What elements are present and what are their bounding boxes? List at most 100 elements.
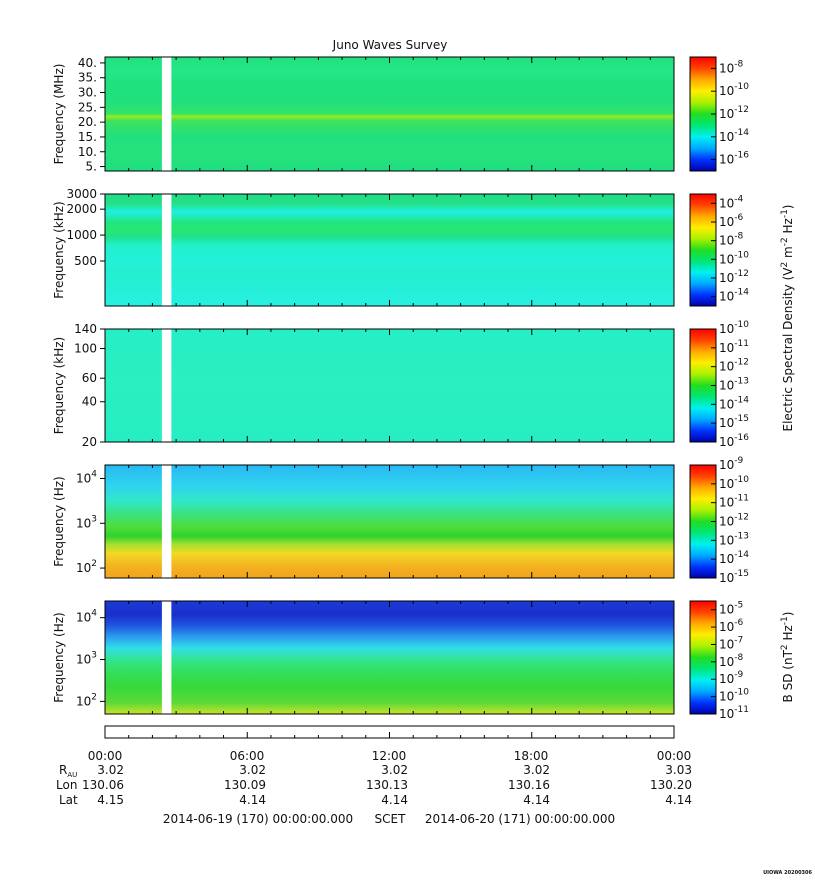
colorbar-tick-label: 10-15 bbox=[719, 569, 749, 585]
colorbar-tick-label: 10-10 bbox=[719, 250, 749, 266]
colorbar-tick-label: 10-12 bbox=[719, 105, 749, 121]
colorbar-tick-label: 10-14 bbox=[719, 128, 749, 144]
colorbar-tick-label: 10-11 bbox=[719, 339, 749, 355]
ephem-value: 3.02 bbox=[239, 763, 266, 777]
x-tick-label: 06:00 bbox=[230, 749, 265, 763]
colorbar-tick-label: 10-6 bbox=[719, 213, 744, 229]
ephem-value: 130.20 bbox=[650, 778, 692, 792]
colorbar-label-magnetic: B SD (nT2 Hz-1) bbox=[780, 612, 795, 703]
colorbar-tick-label: 10-12 bbox=[719, 358, 749, 374]
ephem-value: 130.06 bbox=[82, 778, 124, 792]
ephem-value: 4.14 bbox=[665, 793, 692, 807]
colorbar-tick-label: 10-10 bbox=[719, 688, 749, 704]
data-gap bbox=[161, 329, 172, 442]
colorbar-tick-label: 10-13 bbox=[719, 377, 749, 393]
y-tick-label: 40 bbox=[82, 395, 97, 409]
spectrogram-panel-1: 40.35.30.25.20.15.10.5. Frequency (MHz) 10… bbox=[52, 56, 749, 174]
ephem-value: 4.15 bbox=[97, 793, 124, 807]
y-tick-label: 500 bbox=[74, 254, 97, 268]
colorbar-tick-label: 10-13 bbox=[719, 531, 749, 547]
y-axis-label: Frequency (kHz) bbox=[52, 337, 66, 434]
spectrogram-panel-4: 104 103 102 Frequency (Hz) 10-9 10-10 10-11 10-… bbox=[52, 456, 749, 585]
spectrogram-image bbox=[105, 601, 674, 714]
y-tick-label: 140 bbox=[74, 322, 97, 336]
x-tick-label: 18:00 bbox=[514, 749, 549, 763]
x-tick-label: 12:00 bbox=[372, 749, 407, 763]
ephem-value: 3.02 bbox=[381, 763, 408, 777]
y-tick-label: 25. bbox=[78, 100, 97, 114]
y-tick-label: 35. bbox=[78, 71, 97, 85]
y-tick-label: 40. bbox=[78, 56, 97, 70]
colorbar-tick-label: 10-16 bbox=[719, 151, 749, 167]
ephem-value: 4.14 bbox=[523, 793, 550, 807]
footer-end-time: 2014-06-20 (171) 00:00:00.000 bbox=[425, 812, 615, 826]
colorbar-label-electric: Electric Spectral Density (V2 m-2 Hz-1) bbox=[780, 204, 795, 431]
colorbar-tick-label: 10-4 bbox=[719, 194, 744, 210]
y-tick-label: 102 bbox=[76, 559, 97, 575]
colorbar-tick-label: 10-8 bbox=[719, 653, 744, 669]
colorbar-tick-label: 10-15 bbox=[719, 414, 749, 430]
y-tick-label: 1000 bbox=[66, 228, 97, 242]
y-axis-label: Frequency (Hz) bbox=[52, 476, 66, 567]
time-strip-ticks bbox=[104, 732, 675, 738]
y-tick-label: 104 bbox=[76, 469, 97, 485]
footer-scet-label: SCET bbox=[375, 812, 407, 826]
y-tick-label: 103 bbox=[76, 514, 97, 530]
colorbar-tick-label: 10-7 bbox=[719, 635, 743, 651]
figure-title: Juno Waves Survey bbox=[332, 38, 448, 52]
ephem-value: 130.09 bbox=[224, 778, 266, 792]
y-tick-label: 100 bbox=[74, 342, 97, 356]
y-tick-label: 60 bbox=[82, 371, 97, 385]
colorbar-tick-label: 10-16 bbox=[719, 433, 749, 449]
colorbar-tick-label: 10-10 bbox=[719, 82, 749, 98]
ephem-value: 130.16 bbox=[508, 778, 550, 792]
spectrogram-image bbox=[105, 57, 674, 171]
colorbar-tick-label: 10-11 bbox=[719, 705, 749, 721]
colorbar-tick-label: 10-14 bbox=[719, 395, 749, 411]
ephem-value: 4.14 bbox=[239, 793, 266, 807]
ephem-value: 3.02 bbox=[523, 763, 550, 777]
colorbar-tick-label: 10-12 bbox=[719, 513, 749, 529]
y-tick-label: 103 bbox=[76, 651, 97, 667]
colorbar-tick-label: 10-10 bbox=[719, 475, 749, 491]
colorbar-tick-label: 10-8 bbox=[719, 232, 744, 248]
x-tick-label: 00:00 bbox=[657, 749, 692, 763]
y-tick-label: 15. bbox=[78, 130, 97, 144]
colorbar-tick-label: 10-9 bbox=[719, 456, 744, 472]
data-gap bbox=[161, 601, 172, 714]
ephem-value: 4.14 bbox=[381, 793, 408, 807]
ephemeris-table: RAU 3.02 3.02 3.02 3.02 3.03 Lon 130.06 … bbox=[56, 763, 692, 807]
data-gap bbox=[161, 465, 172, 578]
y-axis-label: Frequency (MHz) bbox=[52, 64, 66, 165]
colorbar-tick-label: 10-8 bbox=[719, 59, 744, 75]
y-tick-label: 10. bbox=[78, 145, 97, 159]
credit-label: UIOWA 20200306 bbox=[763, 870, 812, 876]
colorbar-tick-label: 10-14 bbox=[719, 288, 749, 304]
footer-start-time: 2014-06-19 (170) 00:00:00.000 bbox=[163, 812, 353, 826]
ephem-value: 130.13 bbox=[366, 778, 408, 792]
y-tick-label: 5. bbox=[86, 160, 97, 174]
colorbar-tick-label: 10-12 bbox=[719, 269, 749, 285]
colorbar bbox=[689, 193, 717, 307]
y-tick-label: 2000 bbox=[66, 202, 97, 216]
colorbar-tick-label: 10-11 bbox=[719, 494, 749, 510]
data-gap bbox=[161, 57, 172, 171]
spectrogram-image bbox=[105, 329, 674, 442]
spectrogram-image bbox=[105, 465, 674, 578]
spectrogram-image bbox=[105, 194, 674, 306]
colorbar-tick-label: 10-9 bbox=[719, 670, 744, 686]
y-axis-label: Frequency (Hz) bbox=[52, 612, 66, 703]
colorbar-tick-label: 10-5 bbox=[719, 601, 743, 617]
spectrogram-panels: 40.35.30.25.20.15.10.5. Frequency (MHz) 10… bbox=[52, 56, 795, 721]
y-tick-label: 20 bbox=[82, 435, 97, 449]
colorbar bbox=[689, 600, 717, 715]
x-tick-labels: 00:00 06:00 12:00 18:00 00:00 bbox=[88, 749, 692, 763]
y-tick-label: 102 bbox=[76, 692, 97, 708]
ephem-label-lon: Lon bbox=[56, 778, 77, 792]
x-tick-label: 00:00 bbox=[88, 749, 123, 763]
ephem-label-lat: Lat bbox=[59, 793, 78, 807]
y-tick-label: 30. bbox=[78, 86, 97, 100]
